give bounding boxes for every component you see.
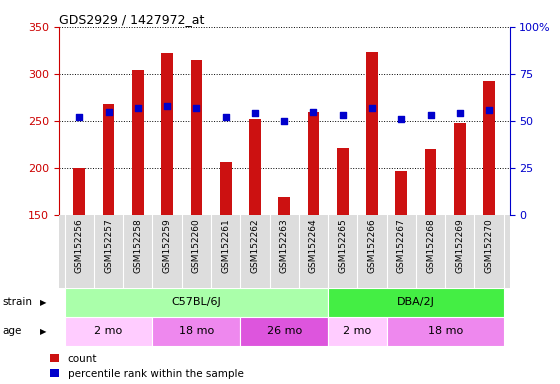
Bar xyxy=(161,53,173,215)
Point xyxy=(280,118,289,124)
Text: GSM152261: GSM152261 xyxy=(221,219,230,273)
Point xyxy=(104,109,113,115)
Bar xyxy=(337,148,349,215)
Bar xyxy=(424,149,436,215)
Text: GSM152268: GSM152268 xyxy=(426,219,435,273)
Text: 18 mo: 18 mo xyxy=(179,326,214,336)
Point xyxy=(75,114,84,120)
Point xyxy=(367,105,376,111)
Legend: count, percentile rank within the sample: count, percentile rank within the sample xyxy=(50,354,244,379)
Text: GSM152256: GSM152256 xyxy=(75,219,84,273)
Text: GSM152264: GSM152264 xyxy=(309,219,318,273)
Bar xyxy=(483,81,495,215)
Point xyxy=(397,116,406,122)
Text: ▶: ▶ xyxy=(40,298,47,307)
Bar xyxy=(73,168,85,215)
Point xyxy=(192,105,201,111)
Text: ▶: ▶ xyxy=(40,327,47,336)
Point xyxy=(250,110,259,116)
Point xyxy=(221,114,230,120)
Point xyxy=(455,110,464,116)
Text: 2 mo: 2 mo xyxy=(343,326,371,336)
Text: GSM152260: GSM152260 xyxy=(192,219,201,273)
Bar xyxy=(220,162,231,215)
Bar xyxy=(240,317,328,346)
Bar xyxy=(152,317,240,346)
Point xyxy=(309,109,318,115)
Bar xyxy=(64,288,328,317)
Bar xyxy=(64,317,152,346)
Text: strain: strain xyxy=(3,297,33,308)
Bar xyxy=(278,197,290,215)
Text: GDS2929 / 1427972_at: GDS2929 / 1427972_at xyxy=(59,13,204,26)
Text: GSM152270: GSM152270 xyxy=(484,219,493,273)
Point xyxy=(484,107,493,113)
Text: GSM152262: GSM152262 xyxy=(250,219,259,273)
Text: DBA/2J: DBA/2J xyxy=(397,297,435,308)
Bar xyxy=(102,104,114,215)
Bar xyxy=(307,113,319,215)
Text: 26 mo: 26 mo xyxy=(267,326,302,336)
Text: C57BL/6J: C57BL/6J xyxy=(171,297,221,308)
Point xyxy=(133,105,142,111)
Text: 2 mo: 2 mo xyxy=(95,326,123,336)
Bar xyxy=(328,288,504,317)
Point xyxy=(426,112,435,118)
Point xyxy=(338,112,347,118)
Text: age: age xyxy=(3,326,22,336)
Text: GSM152266: GSM152266 xyxy=(367,219,376,273)
Text: 18 mo: 18 mo xyxy=(428,326,463,336)
Text: GSM152269: GSM152269 xyxy=(455,219,464,273)
Text: GSM152259: GSM152259 xyxy=(162,219,171,273)
Text: GSM152257: GSM152257 xyxy=(104,219,113,273)
Text: GSM152258: GSM152258 xyxy=(133,219,142,273)
Point xyxy=(162,103,171,109)
Bar xyxy=(366,52,378,215)
Text: GSM152263: GSM152263 xyxy=(279,219,289,273)
Bar xyxy=(395,171,407,215)
Bar xyxy=(454,123,466,215)
Bar xyxy=(249,119,261,215)
Bar xyxy=(328,317,386,346)
Text: GSM152265: GSM152265 xyxy=(338,219,347,273)
Bar xyxy=(132,70,144,215)
Bar xyxy=(190,60,202,215)
Bar xyxy=(386,317,504,346)
Text: GSM152267: GSM152267 xyxy=(397,219,406,273)
